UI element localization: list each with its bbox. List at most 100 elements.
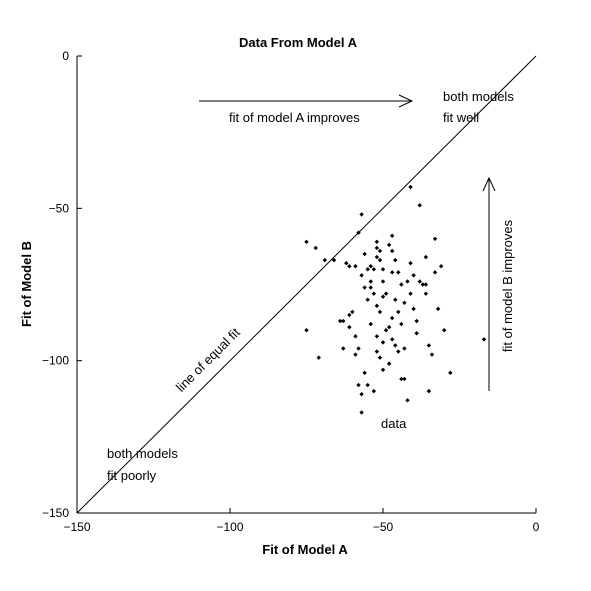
data-point	[429, 352, 435, 357]
data-point	[402, 376, 407, 382]
x-tick-label: −150	[63, 520, 90, 534]
equal-fit-line	[76, 55, 537, 514]
equal-fit-line-group	[76, 55, 537, 514]
data-point	[374, 303, 380, 309]
data-point	[356, 346, 361, 351]
model-b-arrowhead	[482, 176, 496, 192]
data-point	[414, 331, 419, 336]
data-point	[399, 282, 404, 287]
data-point	[396, 309, 401, 315]
data-point	[353, 352, 358, 357]
data-point	[368, 279, 373, 284]
data-point	[380, 367, 386, 373]
data-point	[417, 279, 422, 284]
data-point	[365, 267, 370, 272]
data-point	[405, 398, 410, 403]
data-point	[353, 264, 358, 269]
data-point	[408, 184, 413, 190]
data-point	[426, 388, 432, 394]
data-point	[423, 282, 429, 287]
data-point	[408, 291, 413, 296]
y-tick-label: −150	[42, 506, 69, 520]
data-point	[356, 382, 361, 388]
data-point	[347, 264, 352, 269]
data-point	[402, 346, 407, 351]
both-well-label-line1: both models	[443, 89, 514, 104]
data-point	[353, 334, 358, 339]
data-point	[396, 349, 401, 354]
equal-fit-line-label: line of equal fit	[173, 325, 243, 395]
annotation-arrows	[199, 94, 496, 391]
data-point	[371, 388, 377, 394]
both-well-label-line2: fit well	[443, 110, 479, 125]
data-point	[304, 328, 309, 333]
both-poorly-label-line1: both models	[107, 446, 178, 461]
data-point	[448, 370, 453, 376]
data-point	[389, 233, 395, 238]
data-point	[313, 245, 318, 251]
data-point	[359, 273, 364, 278]
data-point	[368, 321, 373, 327]
data-point	[386, 242, 392, 248]
data-point	[432, 270, 438, 275]
data-point	[389, 270, 395, 275]
data-point	[414, 318, 419, 324]
data-point	[344, 260, 349, 266]
data-point	[374, 245, 380, 251]
data-point	[399, 376, 404, 382]
data-point	[402, 300, 407, 305]
x-tick-label: 0	[533, 520, 540, 534]
data-point	[411, 306, 416, 312]
data-point	[371, 291, 377, 296]
data-point	[438, 264, 444, 269]
chart-title: Data From Model A	[239, 35, 358, 50]
y-tick-label: 0	[62, 49, 69, 63]
data-point	[377, 248, 383, 254]
y-tick-label: −100	[42, 354, 69, 368]
data-point	[365, 382, 370, 388]
data-point	[374, 334, 380, 339]
data-label: data	[381, 416, 407, 431]
data-point	[383, 291, 389, 296]
right-arrow-label: fit of model B improves	[500, 219, 515, 352]
data-point	[359, 410, 364, 415]
data-point	[481, 337, 487, 342]
data-point	[426, 343, 432, 348]
data-point	[374, 239, 380, 245]
data-point	[408, 260, 413, 266]
data-point	[337, 318, 343, 324]
data-point	[423, 291, 429, 296]
data-point	[420, 282, 425, 287]
data-point	[377, 257, 383, 263]
data-point	[432, 236, 438, 241]
data-point	[341, 318, 346, 324]
data-point	[389, 337, 395, 342]
data-point	[393, 297, 398, 302]
data-point	[362, 251, 367, 257]
y-tick-label: −50	[49, 201, 70, 215]
data-point	[316, 355, 321, 360]
data-point	[396, 270, 401, 275]
data-point	[393, 343, 398, 348]
data-point	[393, 257, 398, 263]
data-point	[359, 391, 364, 397]
axis-ticks: −150 −100 −50 0 −150 −100 −50 0	[42, 49, 540, 534]
data-point	[341, 346, 346, 351]
data-point	[380, 279, 386, 284]
data-point	[377, 309, 383, 315]
data-point	[380, 294, 386, 299]
model-a-arrowhead	[398, 94, 414, 108]
both-poorly-label-line2: fit poorly	[107, 468, 157, 483]
data-point	[371, 267, 377, 272]
data-point	[365, 297, 370, 302]
data-points	[304, 184, 487, 415]
data-point	[386, 361, 392, 366]
data-point	[435, 306, 441, 312]
data-point	[304, 239, 309, 245]
x-tick-label: −100	[216, 520, 243, 534]
data-point	[350, 309, 355, 315]
data-point	[362, 370, 367, 376]
data-point	[399, 321, 404, 327]
data-point	[347, 324, 352, 330]
data-point	[442, 328, 447, 333]
